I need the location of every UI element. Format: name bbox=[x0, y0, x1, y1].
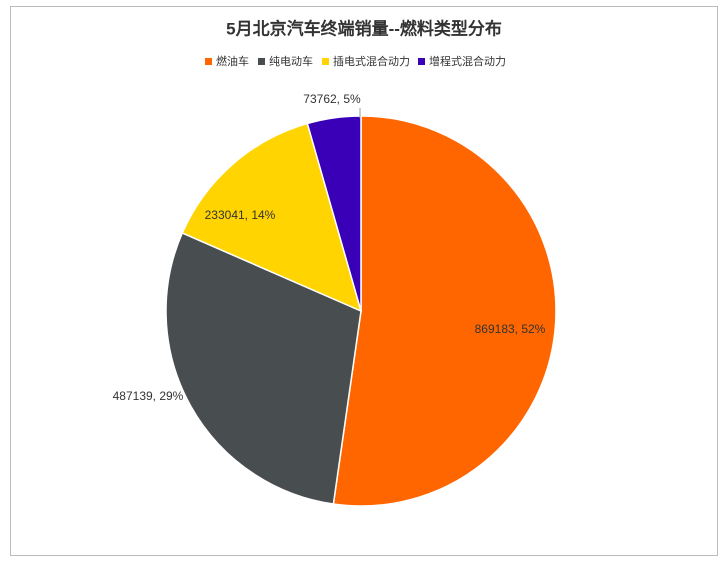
legend-swatch bbox=[205, 58, 212, 65]
legend: 燃油车 纯电动车 插电式混合动力 增程式混合动力 bbox=[205, 54, 506, 68]
legend-label: 纯电动车 bbox=[269, 54, 313, 68]
data-label: 869183, 52% bbox=[475, 322, 546, 336]
data-label: 73762, 5% bbox=[303, 92, 361, 106]
legend-swatch bbox=[418, 58, 425, 65]
chart-title: 5月北京汽车终端销量--燃料类型分布 bbox=[226, 18, 502, 38]
pie-slice bbox=[332, 115, 557, 507]
pie-slice bbox=[181, 122, 363, 313]
pie-slice bbox=[165, 231, 362, 505]
pie-slice bbox=[306, 115, 362, 312]
legend-label: 燃油车 bbox=[216, 54, 249, 68]
data-label: 487139, 29% bbox=[113, 389, 184, 403]
data-label: 233041, 14% bbox=[205, 208, 276, 222]
legend-swatch bbox=[258, 58, 265, 65]
legend-swatch bbox=[322, 58, 329, 65]
legend-label: 插电式混合动力 bbox=[333, 54, 410, 68]
legend-label: 增程式混合动力 bbox=[429, 54, 506, 68]
